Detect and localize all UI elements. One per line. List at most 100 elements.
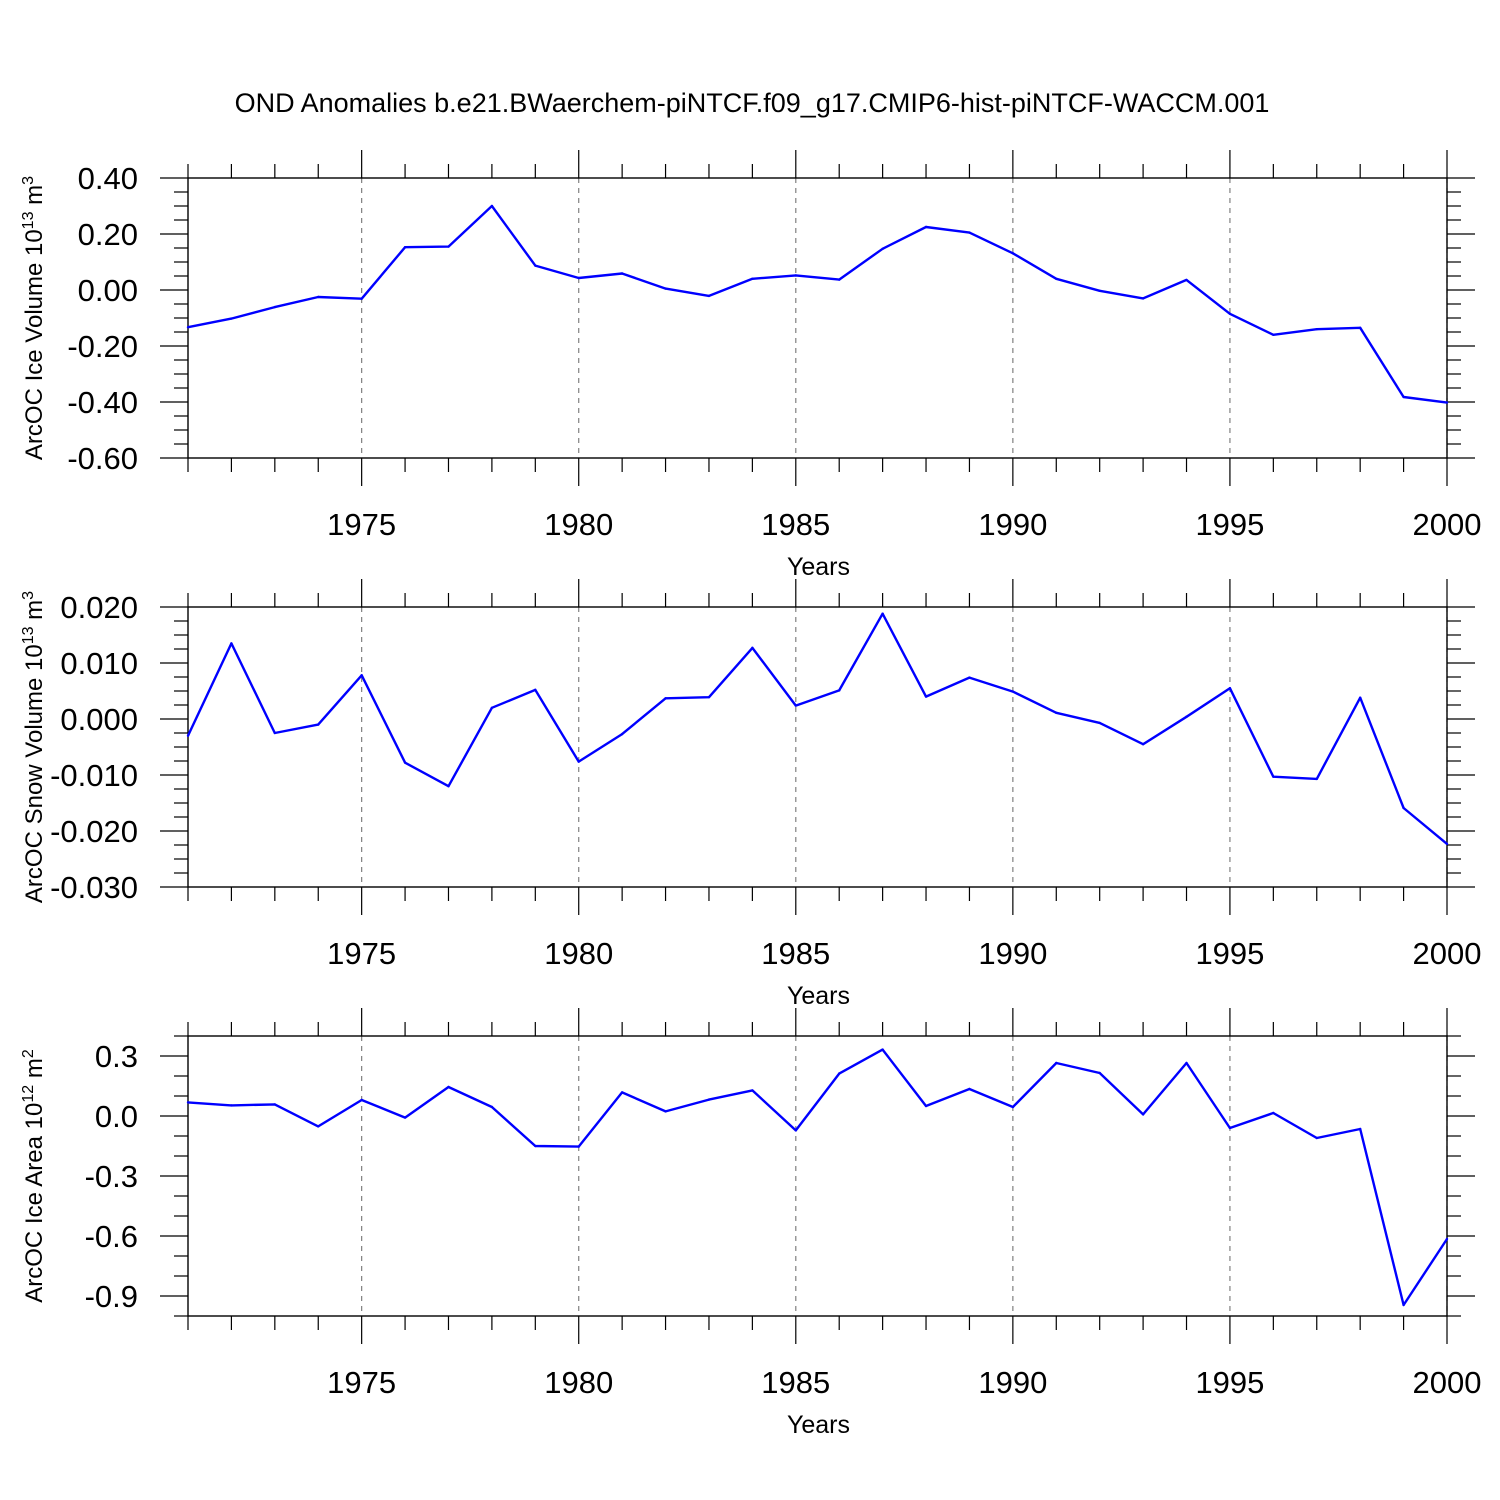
x-axis-label: Years xyxy=(787,982,850,1010)
x-tick-label: 1995 xyxy=(1195,936,1264,971)
y-tick-label: 0.010 xyxy=(60,646,138,681)
y-axis-label: ArcOC Snow Volume 1013 m3 xyxy=(20,591,48,903)
data-point xyxy=(534,264,537,267)
data-point xyxy=(838,278,841,281)
data-point xyxy=(186,326,190,329)
data-point xyxy=(1358,326,1362,329)
y-tick-label: 0.0 xyxy=(95,1099,138,1134)
data-point xyxy=(620,1091,624,1094)
data-point xyxy=(360,674,363,677)
data-point xyxy=(968,231,971,234)
data-point xyxy=(534,1144,537,1148)
chart-panel-1: 1975 1980 1985 1990 1995 2000 Years 0.40 0.20 0.0… xyxy=(20,150,1481,581)
data-point xyxy=(794,274,797,277)
series-line xyxy=(187,204,1448,404)
data-point xyxy=(664,697,667,700)
x-axis-label: Years xyxy=(787,553,850,581)
data-point xyxy=(577,760,580,763)
data-point xyxy=(1358,696,1362,699)
data-point xyxy=(230,1104,233,1107)
y-tick-label: 0.3 xyxy=(95,1039,138,1074)
data-point xyxy=(403,761,407,764)
x-tick-label: 1995 xyxy=(1195,1365,1264,1400)
data-point xyxy=(1402,395,1405,399)
chart-panel-2: 1975 1980 1985 1990 1995 2000 Years 0.020 0.010 0… xyxy=(20,579,1481,1010)
data-point xyxy=(447,245,450,248)
data-point xyxy=(707,294,711,298)
x-tick-label: 2000 xyxy=(1413,936,1482,971)
data-point xyxy=(490,204,494,208)
data-point xyxy=(881,612,884,615)
chart-title: OND Anomalies b.e21.BWaerchem-piNTCF.f09… xyxy=(235,88,1270,118)
data-point xyxy=(1055,711,1058,715)
data-point xyxy=(317,1125,320,1128)
data-point xyxy=(751,1089,754,1092)
data-point xyxy=(273,1103,277,1106)
x-tick-label: 1995 xyxy=(1195,507,1264,542)
y-axis-label: ArcOC Ice Area 1012 m2 xyxy=(20,1049,48,1303)
y-tick-label: -0.010 xyxy=(50,758,138,793)
data-point xyxy=(1011,252,1015,255)
data-point xyxy=(1315,777,1318,781)
data-point xyxy=(1098,721,1101,725)
x-tick-label: 1990 xyxy=(978,1365,1047,1400)
data-point xyxy=(273,731,277,735)
data-point xyxy=(968,1087,971,1091)
data-point xyxy=(490,1105,494,1109)
data-point xyxy=(751,646,754,650)
data-point xyxy=(838,689,841,692)
data-point xyxy=(577,276,580,280)
y-tick-label: 0.000 xyxy=(60,702,138,737)
data-point xyxy=(924,695,928,698)
y-tick-label: -0.030 xyxy=(50,870,138,905)
data-point xyxy=(577,1145,580,1148)
data-point xyxy=(1055,1061,1058,1065)
data-point xyxy=(1315,1136,1318,1140)
data-point xyxy=(230,642,233,645)
data-point xyxy=(1402,1303,1405,1307)
y-tick-label: -0.9 xyxy=(85,1279,138,1314)
data-point xyxy=(620,272,624,275)
data-point xyxy=(1228,1126,1232,1130)
x-tick-label: 1980 xyxy=(544,1365,613,1400)
data-point xyxy=(360,297,363,300)
chart-panels: 1975 1980 1985 1990 1995 2000 Years 0.40 0.20 0.0… xyxy=(20,150,1481,1439)
data-point xyxy=(1011,690,1015,693)
data-point xyxy=(1315,328,1318,331)
x-tick-label: 1975 xyxy=(327,507,396,542)
data-point xyxy=(1098,1071,1101,1075)
x-tick-label: 1980 xyxy=(544,507,613,542)
x-tick-label: 1975 xyxy=(327,936,396,971)
data-point xyxy=(1185,278,1188,282)
x-tick-label: 2000 xyxy=(1413,507,1482,542)
x-tick-label: 1990 xyxy=(978,936,1047,971)
data-point xyxy=(186,734,190,737)
x-tick-label: 1985 xyxy=(761,1365,830,1400)
data-point xyxy=(1228,687,1232,690)
data-point xyxy=(924,1104,928,1108)
data-point xyxy=(1445,401,1449,404)
series-line xyxy=(186,612,1448,845)
chart-panel-3: 1975 1980 1985 1990 1995 2000 Years 0.3 0.0 -0.3 -… xyxy=(20,1008,1481,1439)
data-point xyxy=(751,277,754,280)
y-tick-label: -0.6 xyxy=(85,1219,138,1254)
y-tick-label: -0.20 xyxy=(67,329,138,364)
data-point xyxy=(1272,775,1275,778)
data-point xyxy=(838,1072,841,1075)
data-point xyxy=(1011,1105,1015,1109)
data-point xyxy=(968,676,971,679)
y-tick-label: -0.020 xyxy=(50,814,138,849)
x-tick-label: 1990 xyxy=(978,507,1047,542)
y-tick-label: -0.60 xyxy=(67,441,138,476)
data-point xyxy=(273,305,277,309)
data-point xyxy=(403,245,407,249)
data-point xyxy=(794,704,797,707)
data-point xyxy=(403,1116,407,1119)
data-point xyxy=(707,695,711,699)
data-point xyxy=(534,688,537,692)
x-tick-label: 1980 xyxy=(544,936,613,971)
data-point xyxy=(881,247,884,251)
data-point xyxy=(490,706,494,709)
data-point xyxy=(230,317,233,320)
